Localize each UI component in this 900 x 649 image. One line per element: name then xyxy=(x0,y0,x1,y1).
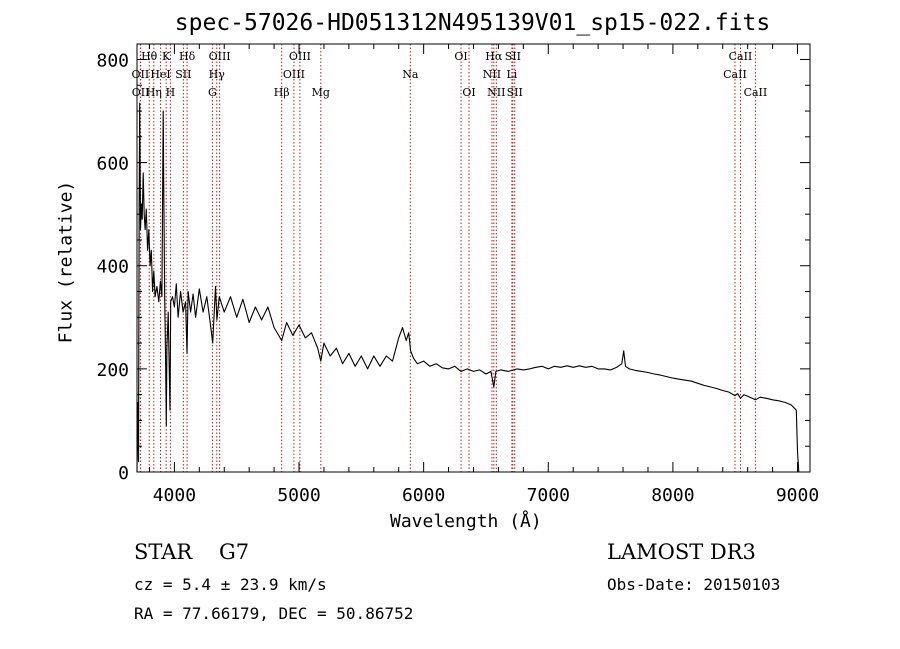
object-class-info: STAR G7 xyxy=(134,540,249,564)
line-label-3: K xyxy=(162,50,171,63)
line-label-16: Na xyxy=(402,68,419,81)
line-label-11: G xyxy=(208,86,217,99)
line-label-14: Hβ xyxy=(274,86,290,99)
line-label-4: HeI xyxy=(150,68,170,81)
line-label-19: Hα xyxy=(485,50,503,63)
line-label-1: OII xyxy=(132,68,150,81)
line-label-5: Hη xyxy=(146,86,162,99)
line-label-20: NII xyxy=(483,68,501,81)
x-tick-label-4: 8000 xyxy=(651,485,694,506)
line-label-9: OIII xyxy=(209,50,231,63)
x-tick-label-3: 7000 xyxy=(527,485,570,506)
chart-title: spec-57026-HD051312N495139V01_sp15-022.f… xyxy=(174,10,771,36)
spectrum-series-0 xyxy=(136,102,800,473)
line-label-2: OII xyxy=(132,86,150,99)
line-label-7: SII xyxy=(175,68,191,81)
survey-name: LAMOST DR3 xyxy=(607,540,756,564)
x-tick-label-2: 6000 xyxy=(402,485,445,506)
observation-date: Obs-Date: 20150103 xyxy=(607,575,781,594)
x-tick-label-0: 4000 xyxy=(153,485,196,506)
line-label-23: Li xyxy=(506,68,517,81)
coordinates-info: RA = 77.66179, DEC = 50.86752 xyxy=(134,604,414,623)
line-label-27: CaII xyxy=(744,86,768,99)
line-label-8: H xyxy=(166,86,176,99)
y-axis-label: Flux (relative) xyxy=(55,180,77,344)
line-label-24: SII xyxy=(507,86,523,99)
x-axis-label: Wavelength (Å) xyxy=(390,511,542,532)
line-label-21: NII xyxy=(487,86,505,99)
line-label-6: Hδ xyxy=(179,50,196,63)
line-label-25: CaII xyxy=(729,50,753,63)
y-tick-label-4: 800 xyxy=(96,50,129,71)
y-tick-label-1: 200 xyxy=(96,360,129,381)
line-label-22: SII xyxy=(505,50,521,63)
y-tick-label-0: 0 xyxy=(118,463,129,484)
plot-frame xyxy=(136,43,811,473)
redshift-info: cz = 5.4 ± 23.9 km/s xyxy=(134,575,327,594)
line-label-13: OIII xyxy=(283,68,305,81)
line-label-12: OIII xyxy=(289,50,311,63)
x-tick-label-1: 5000 xyxy=(277,485,320,506)
y-tick-label-2: 400 xyxy=(96,257,129,278)
y-tick-label-3: 600 xyxy=(96,154,129,175)
line-label-18: OI xyxy=(462,86,475,99)
object-subclass: G7 xyxy=(218,540,250,564)
line-label-10: Hγ xyxy=(209,68,226,81)
line-label-15: Mg xyxy=(312,86,330,99)
line-label-0: Hθ xyxy=(141,50,158,63)
x-tick-label-5: 9000 xyxy=(776,485,819,506)
object-class: STAR xyxy=(134,540,193,564)
line-label-17: OI xyxy=(454,50,467,63)
line-label-26: CaII xyxy=(723,68,747,81)
